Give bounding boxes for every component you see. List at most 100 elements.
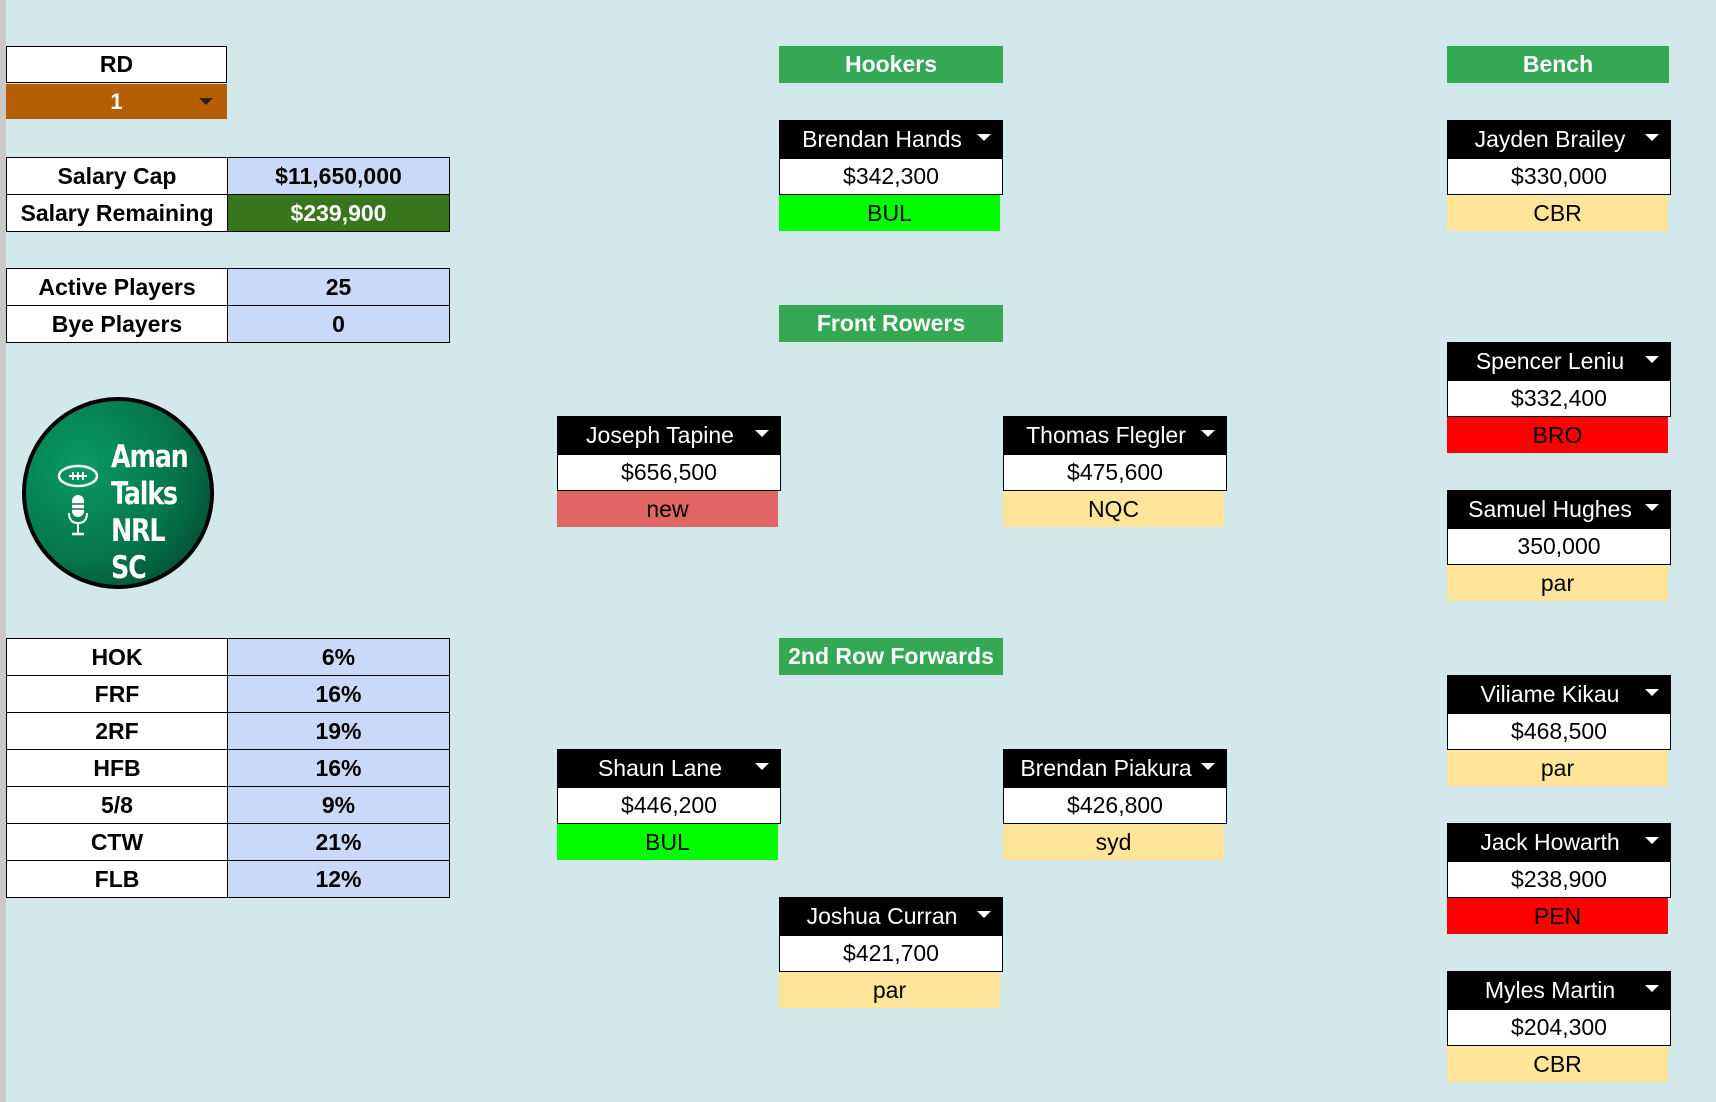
player-price: $204,300 bbox=[1447, 1010, 1671, 1046]
bye-players-value[interactable]: 0 bbox=[227, 305, 450, 343]
table-row: HOK 6% bbox=[6, 638, 450, 676]
bye-players-label: Bye Players bbox=[6, 305, 228, 343]
position-value[interactable]: 12% bbox=[227, 860, 450, 898]
chevron-down-icon[interactable] bbox=[977, 134, 991, 141]
table-row: Salary Cap $11,650,000 bbox=[6, 157, 450, 195]
round-label: RD bbox=[6, 46, 227, 83]
position-label: HOK bbox=[6, 638, 228, 676]
section-hookers: Hookers bbox=[779, 46, 1003, 83]
chevron-down-icon[interactable] bbox=[977, 911, 991, 918]
salary-cap-label: Salary Cap bbox=[6, 157, 228, 195]
player-price: $332,400 bbox=[1447, 381, 1671, 417]
player-name: Joseph Tapine bbox=[586, 422, 734, 448]
player-card-2nd-row-1: Shaun Lane $446,200 BUL bbox=[557, 749, 781, 860]
table-row: 5/8 9% bbox=[6, 786, 450, 824]
position-label: 5/8 bbox=[6, 786, 228, 824]
chevron-down-icon[interactable] bbox=[755, 763, 769, 770]
player-team: new bbox=[557, 491, 778, 527]
chevron-down-icon[interactable] bbox=[755, 430, 769, 437]
table-row: Salary Remaining $239,900 bbox=[6, 194, 450, 232]
player-team: par bbox=[779, 972, 1000, 1008]
player-team: BUL bbox=[557, 824, 778, 860]
player-select[interactable]: Myles Martin bbox=[1447, 971, 1671, 1010]
chevron-down-icon[interactable] bbox=[199, 98, 213, 105]
player-select[interactable]: Jack Howarth bbox=[1447, 823, 1671, 862]
player-name: Samuel Hughes bbox=[1468, 496, 1632, 522]
player-team: NQC bbox=[1003, 491, 1224, 527]
player-name: Thomas Flegler bbox=[1026, 422, 1186, 448]
player-price: $446,200 bbox=[557, 788, 781, 824]
table-row: Bye Players 0 bbox=[6, 305, 450, 343]
player-card-2nd-row-3: Joshua Curran $421,700 par bbox=[779, 897, 1003, 1008]
player-select[interactable]: Thomas Flegler bbox=[1003, 416, 1227, 455]
player-select[interactable]: Shaun Lane bbox=[557, 749, 781, 788]
chevron-down-icon[interactable] bbox=[1645, 985, 1659, 992]
chevron-down-icon[interactable] bbox=[1645, 689, 1659, 696]
active-players-value[interactable]: 25 bbox=[227, 268, 450, 306]
player-card-bench-6: Myles Martin $204,300 CBR bbox=[1447, 971, 1671, 1082]
player-select[interactable]: Brendan Hands bbox=[779, 120, 1003, 159]
chevron-down-icon[interactable] bbox=[1201, 763, 1215, 770]
player-name: Myles Martin bbox=[1484, 977, 1616, 1003]
player-name: Spencer Leniu bbox=[1475, 348, 1625, 374]
position-value[interactable]: 9% bbox=[227, 786, 450, 824]
active-players-label: Active Players bbox=[6, 268, 228, 306]
salary-table: Salary Cap $11,650,000 Salary Remaining … bbox=[6, 157, 450, 232]
player-price: $475,600 bbox=[1003, 455, 1227, 491]
player-select[interactable]: Samuel Hughes bbox=[1447, 490, 1671, 529]
salary-remaining-label: Salary Remaining bbox=[6, 194, 228, 232]
section-front-rowers: Front Rowers bbox=[779, 305, 1003, 342]
player-team: BUL bbox=[779, 195, 1000, 231]
round-select[interactable]: 1 bbox=[6, 84, 227, 119]
player-select[interactable]: Jayden Brailey bbox=[1447, 120, 1671, 159]
position-label: 2RF bbox=[6, 712, 228, 750]
player-price: $656,500 bbox=[557, 455, 781, 491]
player-team: CBR bbox=[1447, 1046, 1668, 1082]
position-value[interactable]: 16% bbox=[227, 749, 450, 787]
player-card-hooker: Brendan Hands $342,300 BUL bbox=[779, 120, 1003, 231]
logo-text: Aman Talks NRL SC bbox=[111, 439, 189, 586]
position-value[interactable]: 16% bbox=[227, 675, 450, 713]
position-value[interactable]: 19% bbox=[227, 712, 450, 750]
sheet-left-edge bbox=[0, 0, 6, 1102]
position-label: HFB bbox=[6, 749, 228, 787]
salary-cap-value[interactable]: $11,650,000 bbox=[227, 157, 450, 195]
table-row: FLB 12% bbox=[6, 860, 450, 898]
position-label: FRF bbox=[6, 675, 228, 713]
player-select[interactable]: Viliame Kikau bbox=[1447, 675, 1671, 714]
player-select[interactable]: Brendan Piakura bbox=[1003, 749, 1227, 788]
player-name: Brendan Hands bbox=[802, 126, 962, 152]
chevron-down-icon[interactable] bbox=[1201, 430, 1215, 437]
position-label: FLB bbox=[6, 860, 228, 898]
player-team: par bbox=[1447, 565, 1668, 601]
player-price: $426,800 bbox=[1003, 788, 1227, 824]
player-card-front-rower-2: Thomas Flegler $475,600 NQC bbox=[1003, 416, 1227, 527]
table-row: 2RF 19% bbox=[6, 712, 450, 750]
player-team: BRO bbox=[1447, 417, 1668, 453]
player-select[interactable]: Joshua Curran bbox=[779, 897, 1003, 936]
player-card-front-rower-1: Joseph Tapine $656,500 new bbox=[557, 416, 781, 527]
football-icon bbox=[57, 464, 99, 488]
player-name: Jayden Brailey bbox=[1474, 126, 1626, 152]
chevron-down-icon[interactable] bbox=[1645, 356, 1659, 363]
position-value[interactable]: 21% bbox=[227, 823, 450, 861]
player-name: Brendan Piakura bbox=[1020, 755, 1192, 781]
table-row: Active Players 25 bbox=[6, 268, 450, 306]
chevron-down-icon[interactable] bbox=[1645, 504, 1659, 511]
player-card-bench-3: Samuel Hughes 350,000 par bbox=[1447, 490, 1671, 601]
player-name: Joshua Curran bbox=[806, 903, 958, 929]
table-row: HFB 16% bbox=[6, 749, 450, 787]
player-select[interactable]: Spencer Leniu bbox=[1447, 342, 1671, 381]
player-name: Jack Howarth bbox=[1480, 829, 1620, 855]
player-select[interactable]: Joseph Tapine bbox=[557, 416, 781, 455]
positions-table: HOK 6% FRF 16% 2RF 19% HFB 16% 5/8 9% CT… bbox=[6, 638, 450, 898]
player-team: par bbox=[1447, 750, 1668, 786]
player-price: 350,000 bbox=[1447, 529, 1671, 565]
players-count-table: Active Players 25 Bye Players 0 bbox=[6, 268, 450, 343]
chevron-down-icon[interactable] bbox=[1645, 134, 1659, 141]
player-card-bench-1: Jayden Brailey $330,000 CBR bbox=[1447, 120, 1671, 231]
position-value[interactable]: 6% bbox=[227, 638, 450, 676]
chevron-down-icon[interactable] bbox=[1645, 837, 1659, 844]
salary-remaining-value[interactable]: $239,900 bbox=[227, 194, 450, 232]
aman-talks-logo: Aman Talks NRL SC bbox=[22, 397, 214, 589]
